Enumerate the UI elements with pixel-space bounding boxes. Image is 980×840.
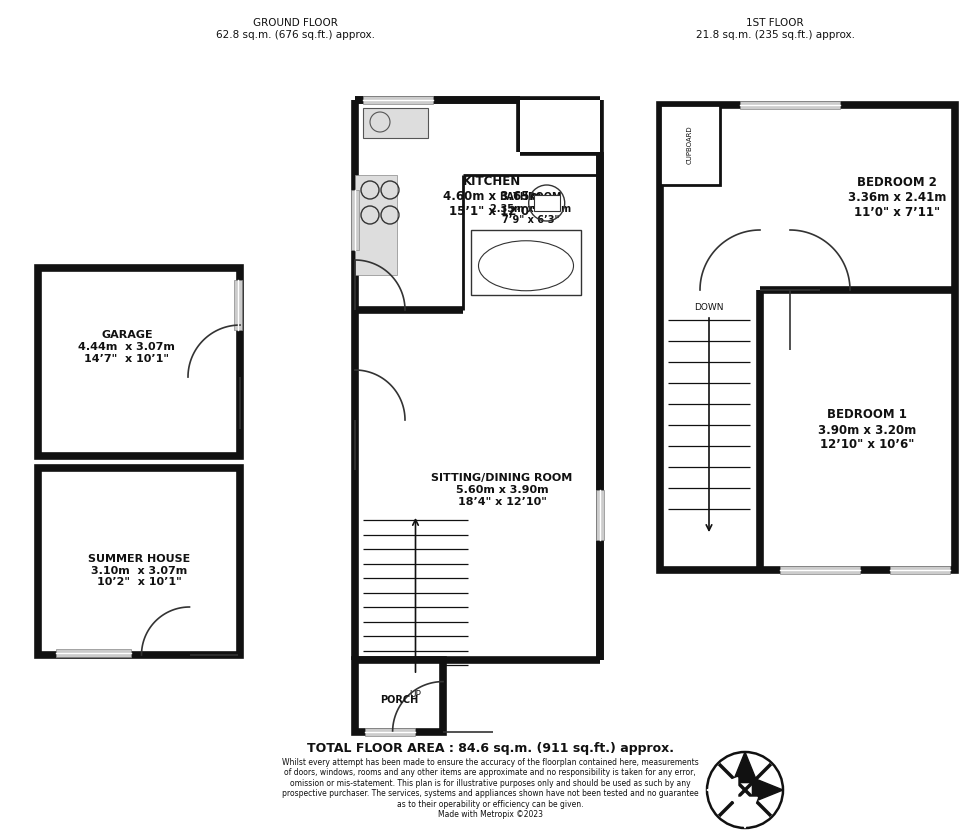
- Text: Whilst every attempt has been made to ensure the accuracy of the floorplan conta: Whilst every attempt has been made to en…: [281, 758, 699, 819]
- Bar: [351, 190, 359, 250]
- Text: CUPBOARD: CUPBOARD: [687, 126, 693, 165]
- Bar: [355, 660, 443, 732]
- Text: KITCHEN
4.60m x 3.65m
15’1" x 12’0": KITCHEN 4.60m x 3.65m 15’1" x 12’0": [443, 175, 542, 218]
- Bar: [363, 96, 433, 104]
- Bar: [780, 566, 860, 574]
- Bar: [534, 195, 560, 211]
- Bar: [355, 175, 397, 275]
- Text: BEDROOM 1
3.90m x 3.20m
12’10" x 10’6": BEDROOM 1 3.90m x 3.20m 12’10" x 10’6": [818, 408, 916, 452]
- Text: SITTING/DINING ROOM
5.60m x 3.90m
18’4" x 12’10": SITTING/DINING ROOM 5.60m x 3.90m 18’4" …: [431, 474, 572, 507]
- Bar: [38, 268, 240, 456]
- Text: PORCH: PORCH: [380, 695, 418, 705]
- Text: DOWN: DOWN: [694, 303, 724, 312]
- Bar: [660, 105, 720, 185]
- Bar: [365, 728, 415, 736]
- Bar: [890, 566, 950, 574]
- Bar: [56, 649, 131, 657]
- Text: 1ST FLOOR
21.8 sq.m. (235 sq.ft.) approx.: 1ST FLOOR 21.8 sq.m. (235 sq.ft.) approx…: [696, 18, 855, 39]
- Text: BEDROOM 2
3.36m x 2.41m
11’0" x 7’11": BEDROOM 2 3.36m x 2.41m 11’0" x 7’11": [848, 176, 946, 219]
- Text: SUMMER HOUSE
3.10m  x 3.07m
10’2"  x 10’1": SUMMER HOUSE 3.10m x 3.07m 10’2" x 10’1": [88, 554, 190, 587]
- Bar: [660, 105, 955, 570]
- Polygon shape: [753, 778, 783, 802]
- Text: GARAGE
4.44m  x 3.07m
14’7"  x 10’1": GARAGE 4.44m x 3.07m 14’7" x 10’1": [78, 330, 175, 364]
- Bar: [38, 468, 240, 655]
- Polygon shape: [733, 752, 758, 783]
- Bar: [520, 100, 600, 152]
- Text: UP: UP: [410, 690, 421, 699]
- Text: BATHROOM
2.35m x 1.80m
7’9" x 6’3": BATHROOM 2.35m x 1.80m 7’9" x 6’3": [490, 192, 571, 225]
- Bar: [740, 101, 840, 109]
- Polygon shape: [707, 778, 738, 802]
- Bar: [596, 490, 604, 540]
- Bar: [471, 230, 581, 295]
- Bar: [234, 280, 242, 330]
- Polygon shape: [733, 797, 758, 828]
- Text: TOTAL FLOOR AREA : 84.6 sq.m. (911 sq.ft.) approx.: TOTAL FLOOR AREA : 84.6 sq.m. (911 sq.ft…: [307, 742, 673, 755]
- Bar: [363, 108, 428, 138]
- Text: GROUND FLOOR
62.8 sq.m. (676 sq.ft.) approx.: GROUND FLOOR 62.8 sq.m. (676 sq.ft.) app…: [216, 18, 374, 39]
